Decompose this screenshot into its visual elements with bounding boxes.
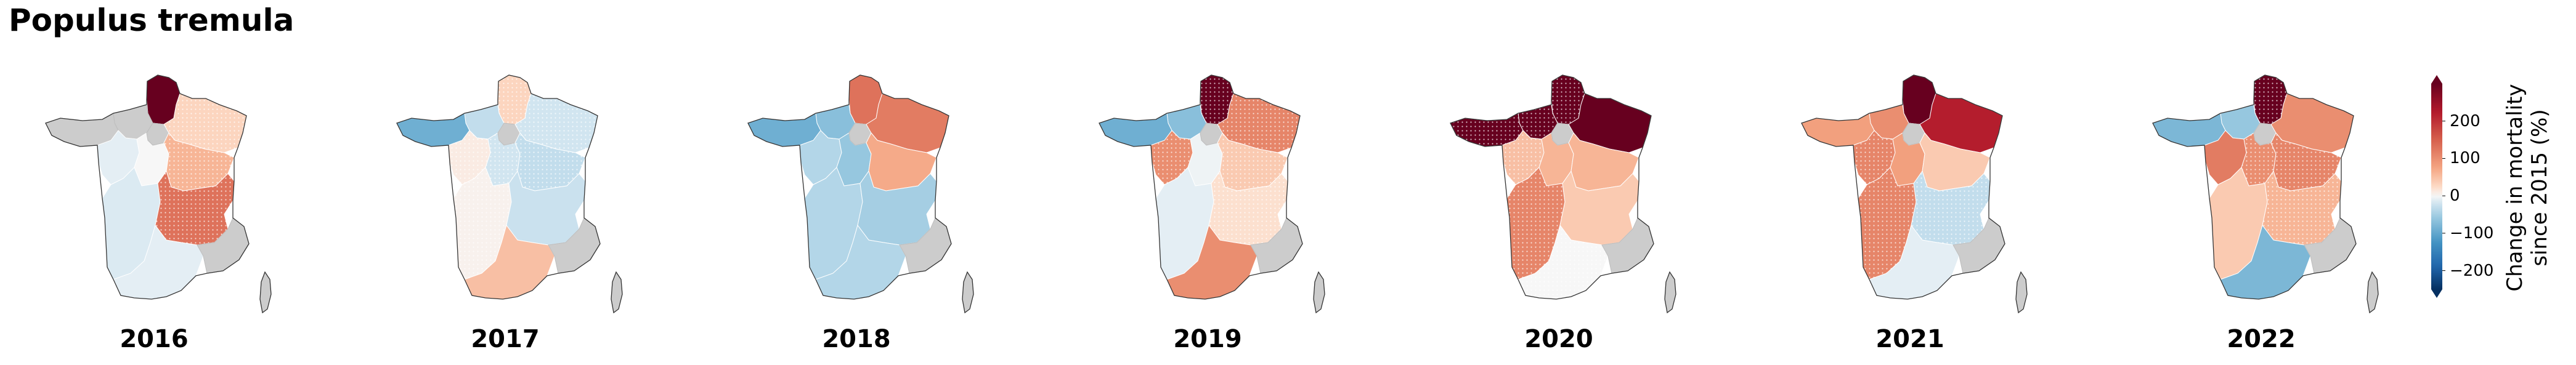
stipple-north-2017 [498,75,531,124]
year-label-2019: 2019 [1173,325,1242,353]
corsica-outline-2022 [2367,271,2379,314]
colorbar-extend-max [2431,75,2442,84]
corsica-outline-2016 [259,271,272,314]
france-map-2020 [1450,74,1676,314]
map-panel-2017: 2017 [370,60,641,362]
map-panel-2018: 2018 [721,60,992,362]
france-outline-2019 [1099,74,1303,300]
year-label-2020: 2020 [1524,325,1593,353]
france-map-2022 [2152,74,2379,314]
colorbar-tick-label: 0 [2450,187,2460,206]
france-outline-2018 [747,74,952,300]
map-panel-2016: 2016 [18,60,290,362]
colorbar-tick-label: 200 [2450,111,2481,130]
stipple-grand-est-2016 [164,94,246,153]
colorbar-label: Change in mortality since 2015 (%) [2503,71,2552,305]
colorbar-label-line2: since 2015 (%) [2527,109,2552,267]
stipple-north-2020 [1551,75,1585,124]
stipple-burgundy-fc-2022 [2271,133,2341,191]
stipple-auvergne-rhone-alpes-2021 [1911,171,1990,245]
corsica-outline-2021 [2015,271,2028,314]
stipple-nouvelle-aquitaine-2017 [453,167,511,279]
stipple-burgundy-fc-2019 [1217,133,1288,191]
stipple-burgundy-fc-2017 [515,133,585,191]
france-map-2017 [396,74,623,314]
stipple-centre-2017 [486,133,520,186]
figure-title: Populus tremula [9,2,295,38]
corsica-outline-2017 [611,271,623,314]
stipple-brittany-2020 [1450,113,1523,146]
stipple-north-2019 [1200,75,1233,124]
year-label-2021: 2021 [1875,325,1944,353]
stipple-normandy-2020 [1518,105,1558,139]
map-panel-2021: 2021 [1774,60,2046,362]
stipple-pays-de-la-loire-2019 [1151,130,1193,185]
stipple-burgundy-fc-2016 [164,133,234,191]
france-outline-2017 [396,74,601,300]
colorbar-tick-label: −200 [2450,261,2494,280]
france-outline-2022 [2152,74,2357,300]
corsica-outline-2018 [962,271,974,314]
stipple-auvergne-rhone-alpes-2016 [155,171,234,245]
stipple-centre-2022 [2241,133,2276,186]
corsica-outline-2019 [1313,271,1325,314]
stipple-pays-de-la-loire-2017 [449,130,490,185]
france-map-2018 [747,74,974,314]
map-panel-2022: 2022 [2126,60,2397,362]
year-label-2018: 2018 [822,325,891,353]
stipple-grand-est-2017 [515,94,598,153]
colorbar-extend-min [2431,289,2442,298]
colorbar-gradient [2431,84,2442,289]
france-outline-2020 [1450,74,1654,300]
corsica-outline-2020 [1664,271,1676,314]
colorbar [2431,75,2445,298]
colorbar-tick-label: 100 [2450,149,2481,168]
stipple-pays-de-la-loire-2020 [1502,130,1544,185]
stipple-nouvelle-aquitaine-2021 [1858,167,1916,279]
stipple-pays-de-la-loire-2021 [1853,130,1895,185]
year-label-2017: 2017 [471,325,540,353]
france-outline-2021 [1801,74,2005,300]
map-panel-2020: 2020 [1423,60,1694,362]
colorbar-tick-label: −100 [2450,223,2494,243]
stipple-grand-est-2019 [1217,94,1300,153]
map-panel-2019: 2019 [1072,60,1343,362]
stipple-auvergne-rhone-alpes-2022 [2262,171,2341,245]
stipple-north-2022 [2254,75,2287,124]
france-outline-2016 [45,74,250,300]
france-map-2016 [45,74,272,314]
france-map-2019 [1099,74,1325,314]
stipple-auvergne-rhone-alpes-2019 [1209,171,1288,245]
year-label-2016: 2016 [120,325,189,353]
france-map-2021 [1801,74,2028,314]
colorbar-label-line1: Change in mortality [2503,84,2527,292]
stipple-nouvelle-aquitaine-2020 [1507,167,1565,279]
year-label-2022: 2022 [2227,325,2296,353]
stipple-occitanie-2020 [1518,225,1608,299]
